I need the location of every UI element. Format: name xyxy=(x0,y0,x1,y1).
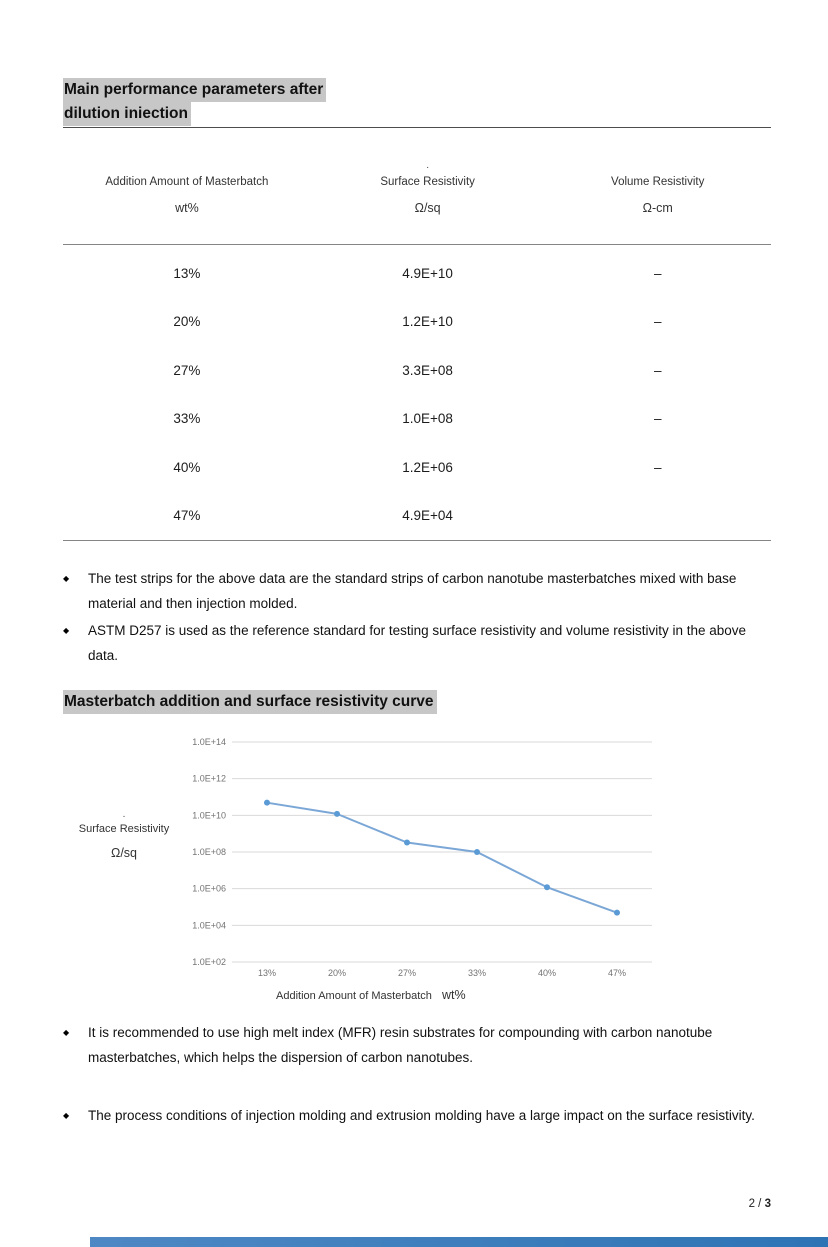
column-header-surface-label: Surface Resistivity xyxy=(380,176,475,188)
cell-surface: 4.9E+04 xyxy=(402,508,453,524)
cell-addition: 33% xyxy=(173,411,201,427)
data-point-marker xyxy=(404,839,410,846)
y-tick-label: 1.0E+10 xyxy=(192,810,226,820)
column-header-surface: · Surface Resistivity xyxy=(311,162,545,188)
page-number: 2 / 3 xyxy=(63,1198,771,1210)
unit-ohm-cm: Ω-cm xyxy=(642,201,673,215)
table-row: 47% 4.9E+04 xyxy=(63,492,771,541)
x-tick-label: 27% xyxy=(398,968,416,978)
cell-surface: 3.3E+08 xyxy=(402,362,453,378)
list-item: ◆ The process conditions of injection mo… xyxy=(63,1103,775,1128)
section-title-line2: dilution iniection xyxy=(63,102,191,126)
cell-addition: 40% xyxy=(173,459,201,475)
table-row: 40% 1.2E+06 – xyxy=(63,443,771,492)
cell-addition: 47% xyxy=(173,508,201,524)
data-point-marker xyxy=(334,810,340,817)
footnote-mark: · xyxy=(122,811,126,822)
column-header-addition: Addition Amount of Masterbatch xyxy=(105,176,269,188)
chart-notes: ◆ It is recommended to use high melt ind… xyxy=(63,1020,775,1128)
table-bottom-divider xyxy=(63,540,771,541)
note-text: It is recommended to use high melt index… xyxy=(88,1025,713,1065)
x-tick-label: 40% xyxy=(538,968,556,978)
data-point-marker xyxy=(544,884,550,891)
footnote-mark: · xyxy=(425,162,430,173)
cell-addition: 20% xyxy=(173,314,201,330)
x-axis-title-unit: wt% xyxy=(441,988,466,1002)
cell-surface: 1.2E+06 xyxy=(402,459,453,475)
table-header-divider xyxy=(63,244,771,245)
y-tick-label: 1.0E+08 xyxy=(192,847,226,857)
cell-volume: – xyxy=(653,314,662,330)
x-axis-title-text: Addition Amount of Masterbatch xyxy=(276,990,432,1002)
table-row: 20% 1.2E+10 – xyxy=(63,298,771,347)
list-item: ◆ It is recommended to use high melt ind… xyxy=(63,1020,775,1070)
cell-addition: 27% xyxy=(173,362,201,378)
data-point-marker xyxy=(614,909,620,916)
table-row: 27% 3.3E+08 – xyxy=(63,346,771,395)
cell-volume: – xyxy=(653,411,662,427)
column-header-volume: Volume Resistivity xyxy=(611,176,705,188)
data-point-marker xyxy=(264,799,270,806)
list-item: ◆ The test strips for the above data are… xyxy=(63,566,775,616)
diamond-bullet-icon: ◆ xyxy=(63,626,70,635)
unit-wt-percent: wt% xyxy=(175,201,199,215)
page-number-total: 3 xyxy=(764,1198,771,1210)
y-tick-label: 1.0E+02 xyxy=(192,957,226,967)
diamond-bullet-icon: ◆ xyxy=(63,1111,70,1120)
x-tick-label: 47% xyxy=(608,968,626,978)
cell-addition: 13% xyxy=(173,265,201,281)
x-tick-label: 33% xyxy=(468,968,486,978)
section-title-curve-label: Masterbatch addition and surface resisti… xyxy=(63,690,437,714)
x-tick-label: 20% xyxy=(328,968,346,978)
note-text: The test strips for the above data are t… xyxy=(88,571,737,611)
resistivity-line-series xyxy=(266,801,618,914)
diamond-bullet-icon: ◆ xyxy=(63,574,70,583)
y-axis-title-line2: Ω/sq xyxy=(110,846,138,860)
chart-y-axis-title: · Surface Resistivity Ω/sq xyxy=(63,810,185,860)
cell-volume: – xyxy=(653,265,662,281)
page-number-prefix: 2 / xyxy=(748,1198,762,1210)
cell-volume: – xyxy=(653,362,662,378)
heading-divider xyxy=(63,127,771,128)
cell-surface: 1.0E+08 xyxy=(402,411,453,427)
table-row: 13% 4.9E+10 – xyxy=(63,249,771,298)
y-tick-label: 1.0E+12 xyxy=(192,774,226,784)
y-axis-title-line1: Surface Resistivity xyxy=(78,823,170,835)
section-title-line1: Main performance parameters after xyxy=(63,78,327,102)
table-units-row: wt% Ω/sq Ω-cm xyxy=(63,188,771,215)
cell-volume: – xyxy=(653,459,662,475)
footer-accent-bar xyxy=(90,1237,828,1247)
table-body: 13% 4.9E+10 – 20% 1.2E+10 – 27% 3.3E+08 … xyxy=(63,249,771,540)
cell-surface: 1.2E+10 xyxy=(402,314,453,330)
table-header-row: Addition Amount of Masterbatch · Surface … xyxy=(63,150,771,188)
unit-ohm-sq: Ω/sq xyxy=(414,201,441,215)
y-tick-label: 1.0E+06 xyxy=(192,884,226,894)
y-tick-label: 1.0E+04 xyxy=(192,920,226,930)
resistivity-table: Addition Amount of Masterbatch · Surface … xyxy=(63,150,771,541)
note-text: The process conditions of injection mold… xyxy=(88,1108,755,1123)
table-notes: ◆ The test strips for the above data are… xyxy=(63,566,775,668)
x-tick-label: 13% xyxy=(258,968,276,978)
resistivity-chart: 1.0E+14 1.0E+12 1.0E+10 1.0E+08 1.0E+06 1.0E+… xyxy=(192,737,652,978)
data-point-marker xyxy=(474,849,480,855)
cell-surface: 4.9E+10 xyxy=(402,265,453,281)
chart-x-axis-title: Addition Amount of Masterbatch wt% xyxy=(276,988,466,1002)
table-row: 33% 1.0E+08 – xyxy=(63,395,771,444)
section-title-performance: Main performance parameters after diluti… xyxy=(63,78,327,126)
diamond-bullet-icon: ◆ xyxy=(63,1028,70,1037)
y-tick-label: 1.0E+14 xyxy=(192,737,226,747)
section-title-curve: Masterbatch addition and surface resisti… xyxy=(63,690,437,714)
note-text: ASTM D257 is used as the reference stand… xyxy=(88,623,747,663)
list-item: ◆ ASTM D257 is used as the reference sta… xyxy=(63,618,775,668)
